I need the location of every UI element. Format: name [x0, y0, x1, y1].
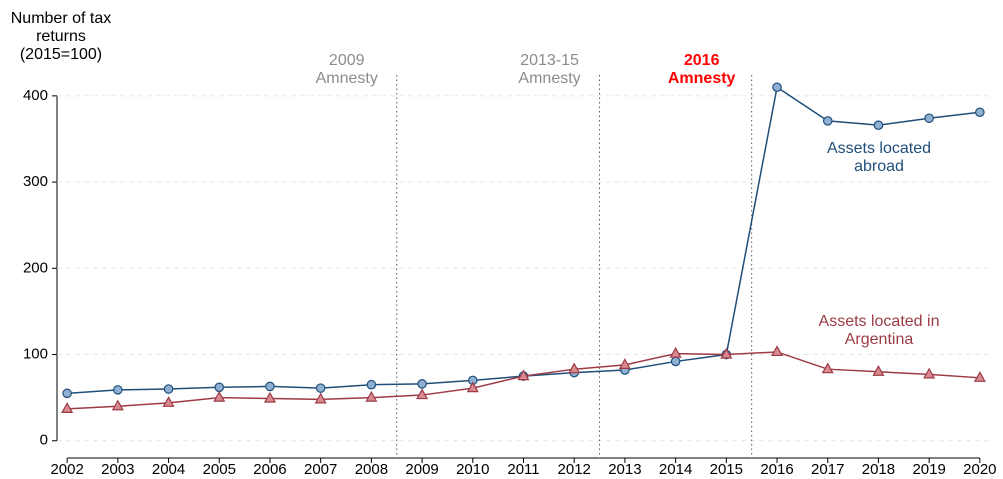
- marker: [771, 345, 784, 357]
- marker: [163, 384, 174, 394]
- x-tick-label: 2005: [203, 461, 236, 478]
- event-label: 2009 Amnesty: [315, 52, 378, 87]
- marker: [214, 382, 225, 393]
- marker: [417, 379, 427, 389]
- marker: [821, 362, 834, 374]
- event-label: 2013-15 Amnesty: [518, 52, 581, 87]
- marker: [669, 346, 682, 358]
- y-axis-label: Number of tax returns (2015=100): [10, 10, 112, 63]
- marker: [517, 369, 530, 381]
- x-tick-label: 2013: [608, 461, 641, 478]
- x-tick-label: 2010: [456, 461, 489, 478]
- x-tick-label: 2019: [912, 461, 945, 478]
- x-tick-label: 2007: [304, 461, 337, 478]
- y-tick-label: 100: [23, 346, 48, 363]
- x-tick-label: 2008: [355, 461, 388, 478]
- marker: [315, 383, 326, 393]
- x-tick-label: 2004: [152, 461, 185, 478]
- marker: [162, 396, 175, 407]
- marker: [822, 116, 833, 126]
- marker: [973, 371, 986, 382]
- x-tick-label: 2020: [963, 461, 996, 478]
- marker: [113, 385, 123, 395]
- marker: [366, 379, 377, 390]
- marker: [872, 365, 885, 376]
- x-tick-label: 2011: [507, 461, 539, 478]
- y-tick-label: 400: [23, 87, 48, 104]
- marker: [416, 388, 429, 400]
- x-tick-label: 2002: [50, 461, 83, 478]
- x-tick-label: 2015: [710, 461, 743, 478]
- marker: [265, 381, 275, 392]
- x-tick-label: 2018: [862, 461, 895, 478]
- y-tick-label: 300: [23, 173, 48, 190]
- marker: [873, 120, 884, 130]
- marker: [263, 391, 276, 403]
- marker: [618, 358, 631, 369]
- marker: [924, 113, 934, 124]
- x-tick-label: 2012: [558, 461, 591, 478]
- marker: [670, 356, 681, 367]
- x-tick-label: 2014: [659, 461, 692, 478]
- marker: [111, 399, 124, 411]
- y-tick-label: 0: [40, 432, 48, 449]
- event-label: 2016 Amnesty: [667, 52, 736, 87]
- x-tick-label: 2016: [760, 461, 793, 478]
- marker: [923, 367, 936, 379]
- x-tick-label: 2003: [101, 461, 134, 478]
- x-tick-label: 2017: [811, 461, 844, 478]
- marker: [772, 82, 782, 93]
- y-tick-label: 200: [23, 259, 48, 276]
- series-label: Assets located in Argentina: [818, 313, 940, 348]
- marker: [314, 392, 327, 404]
- marker: [568, 362, 581, 374]
- marker: [466, 381, 479, 393]
- marker: [720, 347, 733, 359]
- marker: [365, 390, 378, 402]
- x-tick-label: 2009: [405, 461, 438, 478]
- x-tick-label: 2006: [253, 461, 286, 478]
- series-label: Assets located abroad: [826, 140, 932, 175]
- marker: [62, 388, 72, 399]
- marker: [213, 390, 226, 402]
- marker: [61, 402, 74, 413]
- marker: [975, 107, 985, 118]
